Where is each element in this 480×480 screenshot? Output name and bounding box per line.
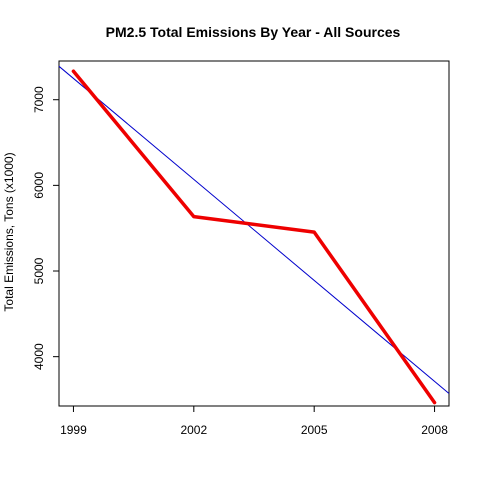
y-tick-label: 5000 [32,257,46,284]
x-tick-label: 1999 [60,423,87,437]
y-tick-label: 6000 [32,172,46,199]
plot-frame [58,60,450,407]
data-point [192,215,196,219]
y-tick-label: 4000 [32,343,46,370]
trend-line [58,65,450,394]
x-tick-label: 2005 [301,423,328,437]
data-point [433,401,437,405]
chart-title: PM2.5 Total Emissions By Year - All Sour… [106,24,401,40]
plot-area: 1999 2002 2005 2008 4000 5000 6000 7000 [32,60,450,437]
series-line [71,69,437,405]
x-tick-label: 2008 [421,423,448,437]
y-tick-label: 7000 [32,86,46,113]
data-point [71,69,75,73]
x-tick-label: 2002 [180,423,207,437]
y-axis-label: Total Emissions, Tons (x1000) [2,152,16,311]
data-point [312,230,316,234]
